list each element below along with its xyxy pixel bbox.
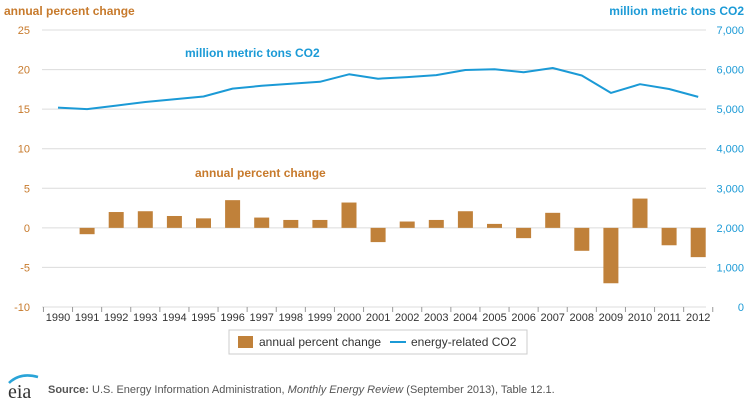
legend-label-line: energy-related CO2 (411, 335, 517, 349)
bar-2010 (632, 198, 648, 228)
bar-2005 (487, 223, 502, 228)
bar-layer (79, 198, 706, 284)
legend: annual percent change energy-related CO2 (228, 329, 528, 355)
source-publication: Monthly Energy Review (288, 384, 405, 396)
line-layer (57, 67, 699, 111)
bar-1999 (312, 219, 328, 228)
bar-2007 (545, 212, 561, 228)
bar-2004 (457, 211, 473, 228)
legend-box (228, 329, 528, 355)
bar-2002 (399, 221, 415, 228)
line-annotation: million metric tons CO2 (185, 46, 320, 60)
eia-logo: eia (8, 374, 39, 403)
left-tick-label: 5 (24, 183, 30, 195)
x-tick-label: 2006 (511, 312, 535, 324)
x-tick-label: 1994 (162, 312, 186, 324)
right-tick-label: 5,000 (716, 104, 744, 116)
x-tick-label: 2003 (424, 312, 448, 324)
legend-label-bar: annual percent change (259, 335, 381, 349)
x-tick-label: 1999 (308, 312, 332, 324)
bar-2011 (661, 227, 677, 246)
x-tick-label: 2012 (686, 312, 710, 324)
x-tick-label: 1990 (46, 312, 70, 324)
x-tick-label: 2007 (540, 312, 564, 324)
legend-swatch-bar (238, 336, 253, 348)
eia-logo-text: eia (8, 381, 31, 403)
x-tick-label: 2005 (482, 312, 506, 324)
left-tick-label: -5 (20, 262, 30, 274)
bar-annotation: annual percent change (195, 166, 326, 180)
source-tail: (September 2013), Table 12.1. (403, 384, 554, 396)
bar-2001 (370, 227, 386, 243)
x-tick-label: 2004 (453, 312, 477, 324)
x-tick-label: 2009 (599, 312, 623, 324)
bar-1998 (283, 219, 299, 228)
left-tick-label: 25 (18, 25, 30, 37)
source-line: Source: U.S. Energy Information Administ… (48, 384, 555, 396)
bar-1994 (166, 215, 182, 228)
left-tick-label: 15 (18, 104, 30, 116)
x-tick-label: 1992 (104, 312, 128, 324)
bar-1997 (254, 217, 270, 228)
tick-layer: -10 -5 0 5 10 15 20 25 0 1,000 2,000 3,000 4,000 5,00… (14, 25, 744, 324)
right-tick-label: 4,000 (716, 144, 744, 156)
bar-1992 (108, 212, 124, 228)
left-tick-label: -10 (14, 302, 30, 314)
left-tick-label: 0 (24, 223, 30, 235)
source-text: U.S. Energy Information Administration, (89, 384, 288, 396)
left-axis-title: annual percent change (4, 4, 135, 18)
co2-line (57, 67, 699, 111)
bar-1991 (79, 227, 95, 235)
bar-2003 (428, 219, 444, 228)
left-tick-label: 20 (18, 65, 30, 77)
x-tick-label: 2000 (337, 312, 361, 324)
left-tick-label: 10 (18, 144, 30, 156)
x-tick-label: 2002 (395, 312, 419, 324)
right-tick-label: 1,000 (716, 262, 744, 274)
x-tick-label: 1993 (133, 312, 157, 324)
bar-2012 (690, 227, 706, 258)
right-tick-label: 0 (738, 302, 744, 314)
bar-2009 (603, 227, 619, 284)
right-tick-label: 3,000 (716, 183, 744, 195)
bar-2000 (341, 202, 357, 228)
x-tick-label: 1996 (220, 312, 244, 324)
bar-2006 (516, 227, 532, 239)
x-tick-label: 1991 (75, 312, 99, 324)
bar-1995 (196, 218, 211, 228)
x-tick-label: 1997 (249, 312, 273, 324)
right-axis-title: million metric tons CO2 (609, 4, 744, 18)
x-tick-label: 2010 (628, 312, 652, 324)
source-label: Source: (48, 384, 89, 396)
eia-logo-swoosh (8, 374, 39, 384)
x-tick-label: 1998 (279, 312, 303, 324)
x-tick-label: 2008 (570, 312, 594, 324)
right-tick-label: 6,000 (716, 65, 744, 77)
right-tick-label: 2,000 (716, 223, 744, 235)
bar-1996 (225, 200, 241, 228)
x-tick-label: 2011 (657, 312, 681, 324)
right-tick-label: 7,000 (716, 25, 744, 37)
bar-1993 (137, 211, 153, 228)
bar-2008 (574, 227, 590, 251)
x-tick-label: 1995 (191, 312, 215, 324)
x-tick-label: 2001 (366, 312, 390, 324)
